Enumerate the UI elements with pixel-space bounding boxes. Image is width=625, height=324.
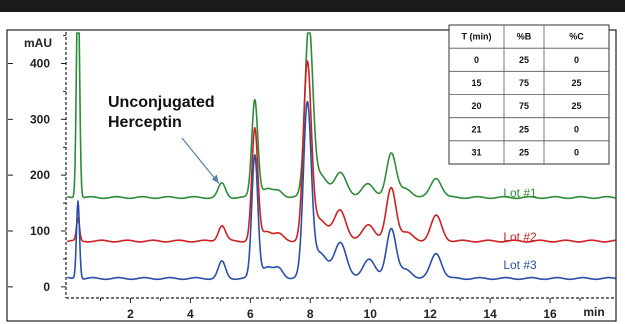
annotation-arrowhead (211, 174, 219, 184)
series-label-3: Lot #3 (503, 258, 537, 272)
table-cell: 25 (519, 124, 529, 134)
x-tick-label: 6 (247, 307, 254, 321)
table-cell: 15 (471, 78, 481, 88)
x-tick-label: 12 (423, 307, 437, 321)
y-tick-label: 400 (30, 57, 50, 71)
table-cell: 0 (574, 147, 579, 157)
annotation-arrow (181, 137, 220, 184)
table-cell: 25 (571, 78, 581, 88)
y-tick-label: 200 (30, 168, 50, 182)
plot-frame (6, 29, 617, 322)
x-axis-label: min (583, 305, 604, 319)
series-line-3 (67, 100, 616, 281)
annotation-line-1: Unconjugated (108, 94, 215, 111)
table-header-cell: %B (517, 32, 532, 42)
table-cell: 75 (519, 101, 529, 111)
table-cell: 31 (471, 147, 481, 157)
x-tick-label: 8 (307, 307, 314, 321)
table-header-cell: T (min) (462, 32, 492, 42)
table-cell: 0 (574, 55, 579, 65)
table-cell: 21 (471, 124, 481, 134)
series-label-2: Lot #2 (503, 230, 537, 244)
series-label-1: Lot #1 (503, 186, 537, 200)
annotation-line-2: Herceptin (108, 114, 182, 131)
x-tick-label: 2 (127, 307, 134, 321)
x-tick-label: 10 (364, 307, 378, 321)
table-cell: 20 (471, 101, 481, 111)
y-axis-label: mAU (24, 36, 52, 50)
x-tick-label: 14 (483, 307, 497, 321)
series-line-2 (67, 60, 616, 243)
table-cell: 25 (571, 101, 581, 111)
y-tick-label: 0 (43, 280, 50, 294)
table-header-cell: %C (569, 32, 584, 42)
y-tick-label: 100 (30, 224, 50, 238)
x-tick-label: 4 (187, 307, 194, 321)
table-cell: 25 (519, 55, 529, 65)
table-cell: 25 (519, 147, 529, 157)
top-band (0, 0, 625, 12)
series-line-1 (67, 32, 616, 200)
y-tick-label: 300 (30, 112, 50, 126)
table-cell: 75 (519, 78, 529, 88)
table-cell: 0 (574, 124, 579, 134)
x-tick-label: 16 (543, 307, 557, 321)
table-cell: 0 (474, 55, 479, 65)
